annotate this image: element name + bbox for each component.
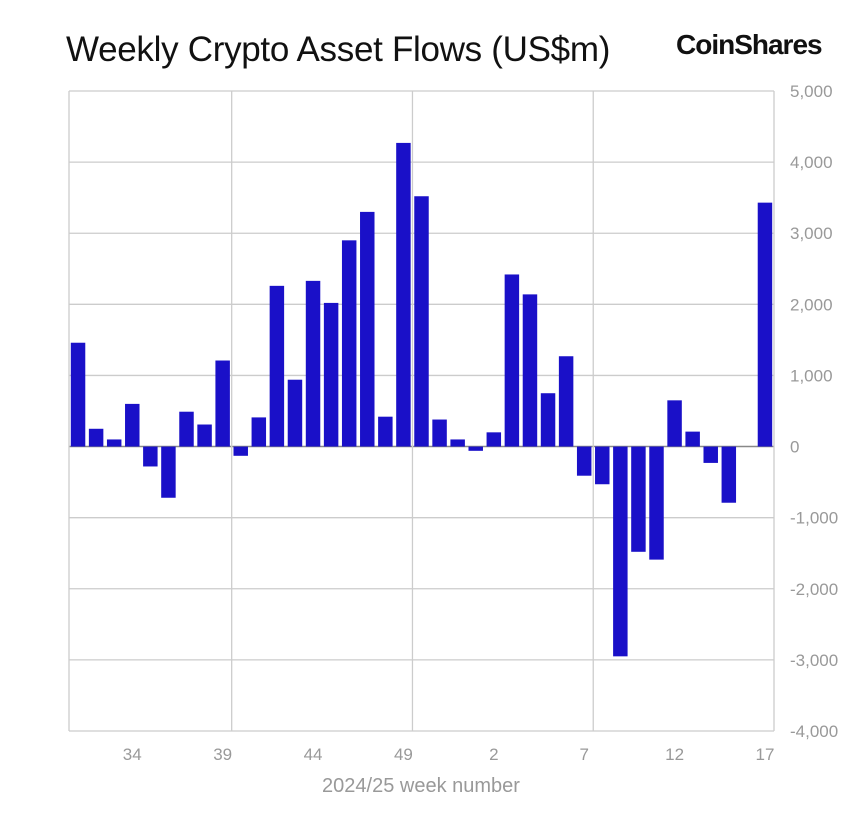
bars <box>70 142 773 657</box>
bar-week-49 <box>396 142 411 447</box>
bar-week-9 <box>613 446 628 657</box>
bar-week-32 <box>88 428 104 447</box>
y-tick-label: -2,000 <box>790 580 838 599</box>
x-tick-label: 49 <box>394 745 413 764</box>
bar-week-2 <box>486 432 502 447</box>
bar-week-33 <box>106 439 122 447</box>
bar-week-1 <box>468 446 483 451</box>
bar-week-40 <box>233 446 248 456</box>
bar-week-35 <box>143 446 158 467</box>
y-tick-labels: 5,000 4,000 3,000 2,000 1,000 0 -1,000 -2,000 -3… <box>790 82 838 741</box>
bar-week-39 <box>215 360 230 447</box>
y-tick-label: -4,000 <box>790 722 838 741</box>
bar-week-42 <box>269 285 285 447</box>
x-axis-label: 2024/25 week number <box>322 775 520 797</box>
bar-week-3 <box>504 274 520 447</box>
y-tick-label: -1,000 <box>790 509 838 528</box>
bar-week-36 <box>161 446 176 498</box>
x-tick-label: 7 <box>579 745 588 764</box>
x-tick-label: 39 <box>213 745 232 764</box>
bar-week-6 <box>558 356 574 447</box>
x-tick-label: 34 <box>123 745 142 764</box>
bar-week-13 <box>685 431 700 447</box>
bar-week-15 <box>721 446 737 503</box>
bar-week-48 <box>378 416 393 447</box>
bar-week-47 <box>360 211 375 447</box>
y-tick-label: 4,000 <box>790 153 833 172</box>
y-tick-label: 1,000 <box>790 366 833 385</box>
bar-week-7 <box>576 446 592 476</box>
x-tick-label: 17 <box>756 745 775 764</box>
y-tick-label: 2,000 <box>790 295 833 314</box>
x-tick-label: 2 <box>489 745 498 764</box>
bar-week-51 <box>432 419 447 447</box>
bar-week-12 <box>667 400 682 447</box>
y-tick-label: 5,000 <box>790 82 833 101</box>
bar-week-45 <box>323 302 339 447</box>
y-tick-label: -3,000 <box>790 651 838 670</box>
bar-week-4 <box>522 294 538 447</box>
bar-week-52 <box>450 439 465 447</box>
bar-week-38 <box>197 424 212 447</box>
bar-week-43 <box>287 379 303 447</box>
bar-week-8 <box>595 446 610 485</box>
bar-week-44 <box>305 280 321 447</box>
y-tick-label: 0 <box>790 438 799 457</box>
bar-week-31 <box>70 342 86 447</box>
bar-week-14 <box>703 446 718 463</box>
x-tick-label: 44 <box>304 745 323 764</box>
bar-week-17 <box>757 202 773 447</box>
bar-week-50 <box>414 196 429 447</box>
coinshares-logo: CoinShares <box>676 29 823 60</box>
bar-week-41 <box>251 417 267 447</box>
y-tick-label: 3,000 <box>790 224 833 243</box>
x-tick-labels: 34 39 44 49 2 7 12 17 <box>123 745 775 764</box>
bar-week-37 <box>179 411 194 447</box>
x-tick-label: 12 <box>665 745 684 764</box>
bar-week-5 <box>540 393 556 447</box>
bar-week-34 <box>125 403 140 447</box>
bar-week-11 <box>649 446 664 560</box>
chart-title: Weekly Crypto Asset Flows (US$m) <box>66 30 611 69</box>
bar-week-46 <box>341 240 357 447</box>
bar-week-10 <box>631 446 646 552</box>
